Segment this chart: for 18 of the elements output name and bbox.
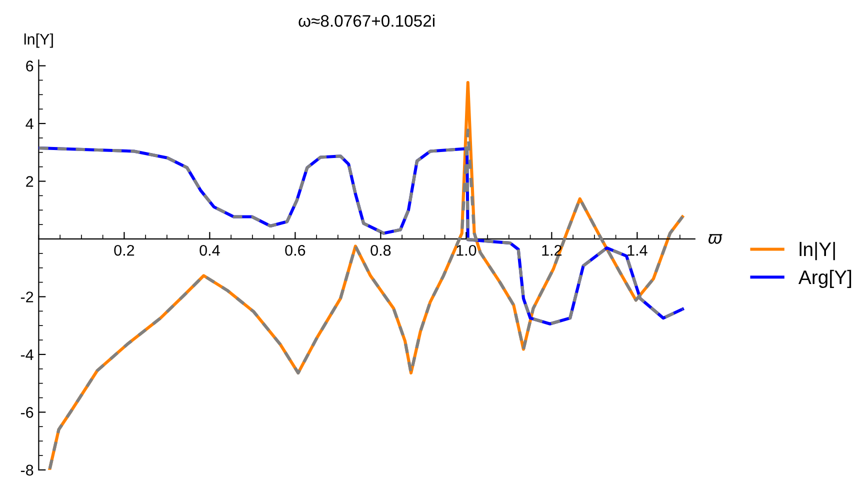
x-tick-label: 1.4 — [628, 245, 648, 256]
y-tick-label: -6 — [20, 407, 34, 418]
legend-label: ln|Y| — [800, 242, 835, 260]
y-tick-label: 6 — [26, 60, 34, 72]
chart-title: ω≈8.0767+0.1052i — [298, 14, 434, 27]
y-tick-label: -4 — [20, 349, 34, 360]
y-tick-label: -8 — [20, 464, 34, 476]
y-tick-label: 4 — [26, 118, 34, 130]
y-axis-title: ln[Y] — [24, 33, 53, 48]
y-tick-label: 2 — [26, 176, 34, 187]
y-tick-label: -2 — [20, 292, 34, 302]
x-tick-label: 0.2 — [114, 244, 134, 256]
x-tick-label: 0.4 — [200, 244, 220, 256]
x-tick-label: 0.6 — [285, 244, 306, 256]
x-tick-label: 0.8 — [370, 244, 391, 256]
legend-label: Arg[Y] — [798, 270, 852, 288]
x-tick-label: 1.0 — [456, 244, 476, 256]
x-axis-title: ϖ — [708, 234, 722, 244]
